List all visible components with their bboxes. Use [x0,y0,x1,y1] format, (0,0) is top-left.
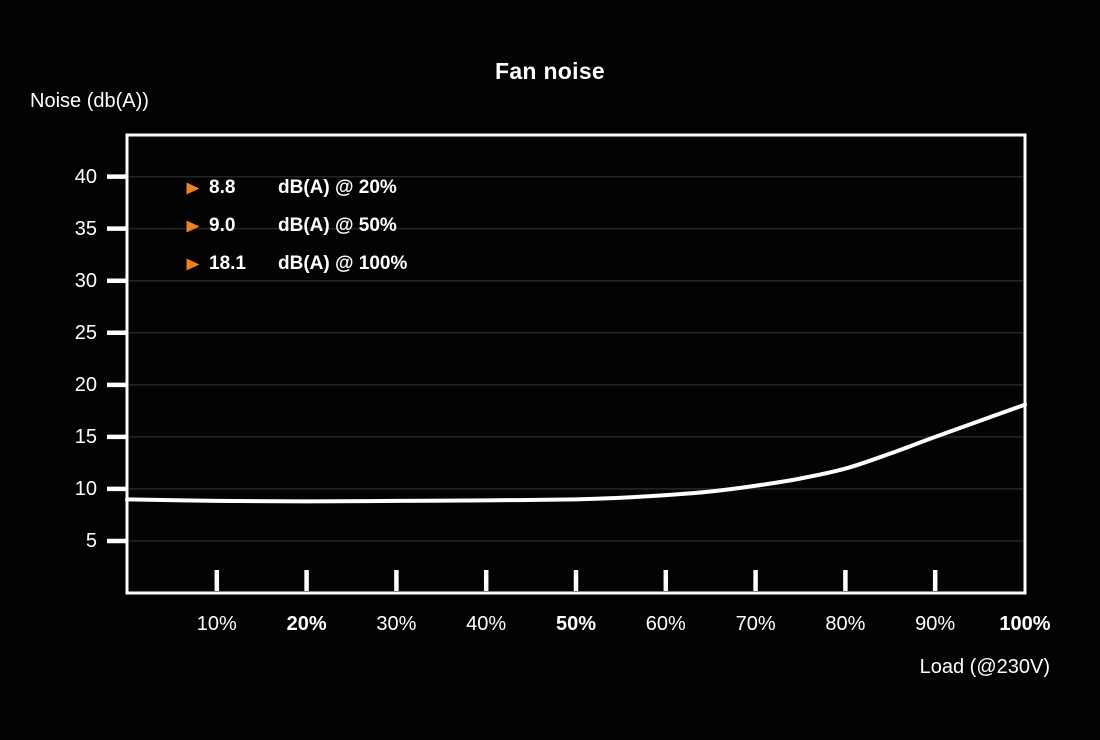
legend-item: 18.1 dB(A) @ 100% [186,252,407,276]
right-arrow-icon [186,182,200,194]
y-tick-label: 20 [74,373,97,396]
legend-item: 8.8 dB(A) @ 20% [186,176,397,200]
legend-label: dB(A) @ 50% [278,215,397,236]
right-arrow-icon [186,220,200,232]
right-arrow-icon [186,258,200,270]
x-axis-ticks [214,570,938,591]
x-tick-label: 50% [555,613,597,635]
y-tick-label: 35 [74,217,97,240]
x-tick-label: 90% [915,613,956,635]
y-tick-label: 30 [74,269,97,292]
y-tick-label: 40 [74,165,97,188]
y-tick-label: 5 [85,529,97,552]
noise-curve [125,402,1027,504]
legend-label: dB(A) @ 100% [278,253,408,274]
chart-title: Fan noise [494,58,606,84]
gridlines [129,175,1023,542]
legend-item: 9.0 dB(A) @ 50% [186,214,397,238]
x-tick-label: 70% [735,613,776,635]
legend-label: dB(A) @ 20% [278,177,397,198]
x-tick-label: 60% [645,613,686,635]
legend-value: 18.1 [209,253,246,274]
y-axis-ticks [107,174,127,544]
y-tick-label: 10 [74,477,97,500]
x-tick-label: 100% [999,613,1051,635]
y-tick-label: 25 [74,321,97,344]
x-tick-label: 40% [466,613,507,635]
x-tick-label: 80% [825,613,866,635]
x-tick-label: 20% [286,613,327,635]
x-tick-label: 10% [196,613,237,635]
y-tick-label: 15 [74,425,97,448]
y-axis-label: Noise (db(A)) [30,90,149,112]
x-tick-label: 30% [376,613,417,635]
legend-value: 8.8 [209,177,236,198]
x-axis-label: Load (@230V) [919,656,1050,678]
plot-border [125,133,1027,595]
legend-value: 9.0 [209,215,236,236]
